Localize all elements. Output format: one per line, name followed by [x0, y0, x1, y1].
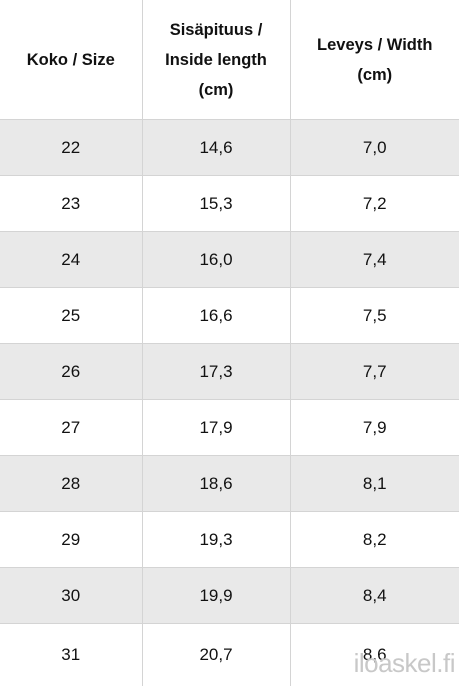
table-cell: 29 [0, 511, 143, 568]
table-cell: 7,0 [289, 119, 459, 176]
table-row: 22 14,6 7,0 [0, 119, 459, 176]
table-cell: 27 [0, 399, 143, 456]
table-row: 27 17,9 7,9 [0, 399, 459, 456]
table-cell: 19,3 [141, 511, 291, 568]
table-cell: 17,3 [141, 343, 291, 400]
header-row: Koko / Size Sisäpituus / Inside length (cm)… [0, 0, 459, 120]
table-cell: 26 [0, 343, 143, 400]
table-row: 25 16,6 7,5 [0, 287, 459, 344]
table-cell: 7,5 [289, 287, 459, 344]
header-text: Leveys / Width [317, 35, 433, 54]
table-cell: 22 [0, 119, 143, 176]
table-cell: 31 [0, 623, 143, 686]
table-cell: 8,6 [289, 623, 459, 686]
table-cell: 19,9 [141, 567, 291, 624]
table-row: 26 17,3 7,7 [0, 343, 459, 400]
header-cell: Leveys / Width (cm) [289, 0, 459, 120]
table-cell: 7,2 [289, 175, 459, 232]
table-row: 29 19,3 8,2 [0, 511, 459, 568]
table-cell: 8,2 [289, 511, 459, 568]
table-cell: 23 [0, 175, 143, 232]
header-cell: Koko / Size [0, 0, 143, 120]
table-body: 22 14,6 7,0 23 15,3 7,2 24 16,0 7,4 25 16,6 7,5 26 17… [0, 119, 459, 686]
table-cell: 7,4 [289, 231, 459, 288]
table-row: 23 15,3 7,2 [0, 175, 459, 232]
table-row: 24 16,0 7,4 [0, 231, 459, 288]
table-cell: 18,6 [141, 455, 291, 512]
table-cell: 7,9 [289, 399, 459, 456]
header-text: Inside length [165, 50, 267, 69]
table-cell: 16,6 [141, 287, 291, 344]
table-cell: 24 [0, 231, 143, 288]
header-text: Koko / Size [26, 50, 115, 69]
table-row: 30 19,9 8,4 [0, 567, 459, 624]
header-text: (cm) [357, 65, 393, 84]
table-cell: 8,4 [289, 567, 459, 624]
table-cell: 17,9 [141, 399, 291, 456]
table-row: 28 18,6 8,1 [0, 455, 459, 512]
table-cell: 28 [0, 455, 143, 512]
table-cell: 15,3 [141, 175, 291, 232]
table-cell: 14,6 [141, 119, 291, 176]
table-cell: 20,7 [141, 623, 291, 686]
header-cell: Sisäpituus / Inside length (cm) [141, 0, 291, 120]
table-cell: 7,7 [289, 343, 459, 400]
table-cell: 30 [0, 567, 143, 624]
table-cell: 8,1 [289, 455, 459, 512]
header-text: (cm) [198, 80, 234, 99]
watermark: iloaskel.fi [353, 648, 456, 678]
header-text: Sisäpituus / [169, 20, 263, 39]
table-row: 31 20,7 8,6 [0, 623, 459, 686]
table-cell: 25 [0, 287, 143, 344]
table-cell: 16,0 [141, 231, 291, 288]
